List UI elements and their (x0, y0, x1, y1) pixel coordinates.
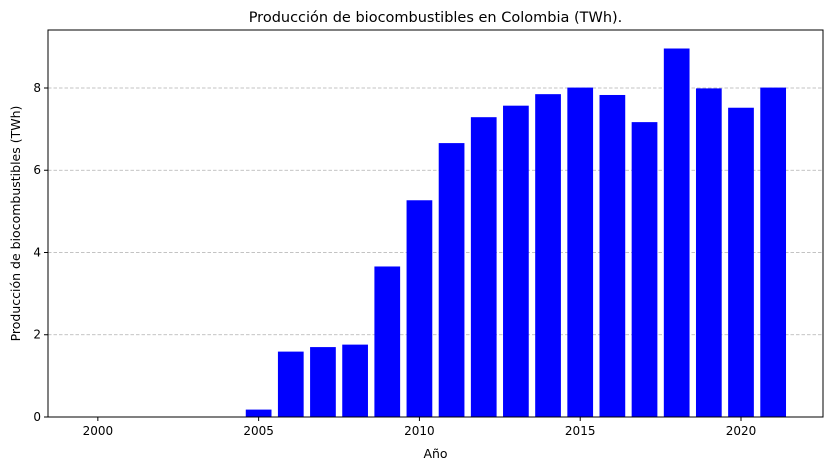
y-tick-label: 8 (33, 81, 41, 95)
grid-lines (48, 87, 823, 336)
y-tick-label: 0 (33, 410, 41, 424)
x-tick-label: 2015 (565, 424, 596, 438)
bar-2013 (503, 105, 529, 417)
bar-2014 (535, 94, 561, 417)
plot-frame (47, 29, 824, 418)
bars (245, 48, 787, 418)
chart-title: Producción de biocombustibles en Colombi… (249, 10, 623, 26)
bar-2021 (760, 87, 787, 417)
x-axis-ticks: 2000 2005 2010 2015 2020 (83, 417, 757, 438)
y-axis-ticks: 0 2 4 6 8 (33, 81, 48, 424)
x-tick-label: 2010 (404, 424, 435, 438)
bar-2020 (728, 107, 754, 418)
bar-2009 (374, 266, 401, 417)
x-tick-label: 2005 (243, 424, 274, 438)
x-tick-label: 2020 (726, 424, 757, 438)
bar-2006 (277, 351, 304, 417)
y-tick-label: 4 (33, 245, 41, 259)
bar-2010 (406, 200, 433, 417)
y-axis-label: Producción de biocombustibles (TWh) (8, 106, 23, 342)
y-tick-label: 2 (33, 328, 41, 342)
y-tick-label: 6 (33, 163, 41, 177)
bar-2017 (631, 122, 658, 417)
x-tick-label: 2000 (83, 424, 114, 438)
bar-2016 (599, 94, 626, 418)
bar-2019 (695, 88, 722, 418)
bar-2012 (470, 117, 497, 417)
bar-2008 (342, 344, 368, 417)
bar-2018 (663, 48, 690, 418)
x-axis-label: Año (423, 446, 447, 461)
bar-2007 (310, 347, 336, 417)
bar-2011 (438, 143, 465, 417)
bar-2005 (245, 409, 272, 417)
bar-2015 (567, 87, 594, 417)
